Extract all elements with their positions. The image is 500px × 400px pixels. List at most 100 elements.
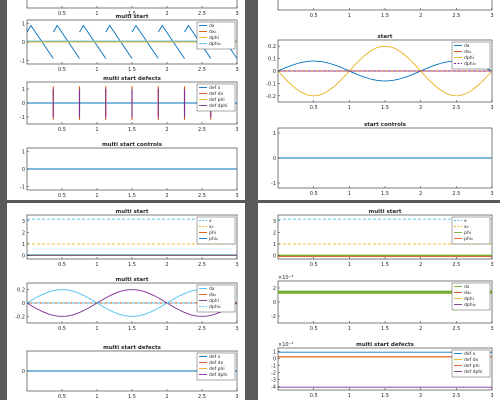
legend-label: dx (464, 43, 470, 49)
x-tick-label: 1.5 (381, 262, 389, 268)
legend-label: dx₀ (209, 29, 217, 35)
x-tick-label: 1 (95, 193, 98, 199)
x-tick-label: 2.5 (452, 13, 460, 19)
legend-box (451, 349, 491, 378)
legend-label: def phi (209, 366, 225, 372)
x-tick-label: 0.5 (58, 127, 66, 133)
y-tick-label: 2 (273, 286, 276, 292)
legend-label: x₀ (464, 225, 469, 230)
y-tick-label: 1 (22, 242, 25, 248)
legend-label: dphi (209, 298, 219, 304)
x-tick-label: 1.5 (128, 394, 136, 400)
y-tick-label: -1 (20, 58, 25, 64)
subplot-title: multi start defects (103, 345, 162, 351)
legend-label: dphi₀ (209, 304, 221, 310)
x-tick-label: 1 (95, 262, 98, 268)
x-tick-label: 2 (165, 193, 168, 199)
legend-label: dphi (464, 55, 474, 61)
subplot-title: multi start (116, 209, 149, 215)
legend-label: dx₀ (464, 49, 472, 55)
y-tick-label: 3 (273, 219, 276, 225)
x-tick-label: 2 (419, 13, 422, 19)
x-tick-label: 2 (165, 326, 168, 332)
subplot-title: multi start defects (103, 76, 162, 82)
y-tick-label: 1 (22, 87, 25, 93)
x-tick-label: 2 (165, 11, 168, 17)
x-tick-label: 2.5 (452, 393, 460, 399)
x-tick-label: 0.5 (310, 105, 318, 111)
y-tick-label: -1 (271, 364, 276, 370)
legend-label: x (209, 219, 212, 224)
legend-box (196, 216, 236, 245)
x-tick-label: 3 (490, 262, 493, 268)
x-tick-label: 1 (95, 67, 98, 73)
x-tick-label: 2 (165, 127, 168, 133)
x-tick-label: 2.5 (452, 191, 460, 197)
x-tick-label: 2 (419, 393, 422, 399)
x-tick-label: 1 (95, 394, 98, 400)
x-tick-label: 3 (490, 105, 493, 111)
y-tick-label: 0 (273, 156, 276, 162)
y-tick-label: 0.2 (17, 288, 25, 294)
legend-label: phi₀ (209, 236, 218, 242)
legend-label: def dx (464, 357, 478, 363)
y-tick-label: 0 (22, 40, 25, 46)
y-tick-label: 0.2 (268, 44, 276, 50)
x-tick-label: 1.5 (128, 326, 136, 332)
x-tick-label: 3 (490, 13, 493, 19)
legend-label: def phi (464, 363, 480, 369)
x-tick-label: 2 (419, 262, 422, 268)
legend-label: dx₀ (209, 292, 217, 298)
x-tick-label: 1.5 (381, 393, 389, 399)
legend-label: dx (209, 286, 215, 292)
legend-label: def phi (209, 97, 225, 103)
legend-box (196, 83, 236, 112)
x-tick-label: 0.5 (310, 326, 318, 332)
y-tick-label: 1 (273, 350, 276, 356)
subplot-tl-2: 0.5 1 1.5 2 2.5 3 1 0 -1 multi start defects def x… (20, 76, 239, 133)
y-tick-label: -1 (271, 181, 276, 187)
axis-exponent: ×10⁻³ (278, 275, 293, 281)
legend-label: x₀ (209, 225, 214, 230)
y-tick-label: -1 (20, 115, 25, 121)
axis-exponent: ×10⁻³ (278, 342, 293, 348)
x-tick-label: 1.5 (128, 193, 136, 199)
x-tick-label: 2 (165, 394, 168, 400)
y-tick-label: 0.1 (268, 57, 276, 63)
x-tick-label: 1.5 (381, 13, 389, 19)
x-tick-label: 2.5 (198, 193, 206, 199)
subplot-title: multi start (369, 209, 402, 215)
x-tick-label: 0.5 (58, 326, 66, 332)
x-tick-label: 1 (95, 326, 98, 332)
series-group (278, 45, 492, 97)
subplot-tr-1: 0.5 1 1.5 2 2.5 30.20.10-0.1-0.2startdxdx₀dph… (266, 34, 493, 111)
subplot-br-2: 0.5 1 1.5 2 2.5 310-1-2-3-4×10⁻³ multi start d… (271, 342, 494, 399)
x-tick-label: 0.5 (310, 262, 318, 268)
x-tick-label: 1 (348, 393, 351, 399)
legend-label: def dphi (209, 372, 227, 378)
y-tick-label: 0 (273, 357, 276, 363)
x-tick-label: 1.5 (128, 127, 136, 133)
y-tick-label: -2 (271, 314, 276, 320)
x-tick-label: 2.5 (452, 105, 460, 111)
series-line-dphi (27, 289, 237, 317)
legend-label: phi (209, 230, 216, 236)
x-tick-label: 1.5 (381, 191, 389, 197)
legend-label: dx (209, 23, 215, 29)
subplot-title: multi start (116, 14, 149, 20)
y-tick-label: 1 (273, 131, 276, 137)
x-tick-label: 1 (348, 262, 351, 268)
y-tick-label: 0 (273, 254, 276, 260)
x-tick-label: 2 (419, 105, 422, 111)
legend-label: def dx (209, 360, 223, 366)
legend-label: dphi₀ (464, 302, 476, 308)
x-tick-label: 3 (490, 326, 493, 332)
y-tick-label: 0 (22, 254, 25, 260)
legend-label: def dx (209, 91, 223, 97)
x-tick-label: 2.5 (198, 67, 206, 73)
x-tick-label: 2.5 (452, 326, 460, 332)
